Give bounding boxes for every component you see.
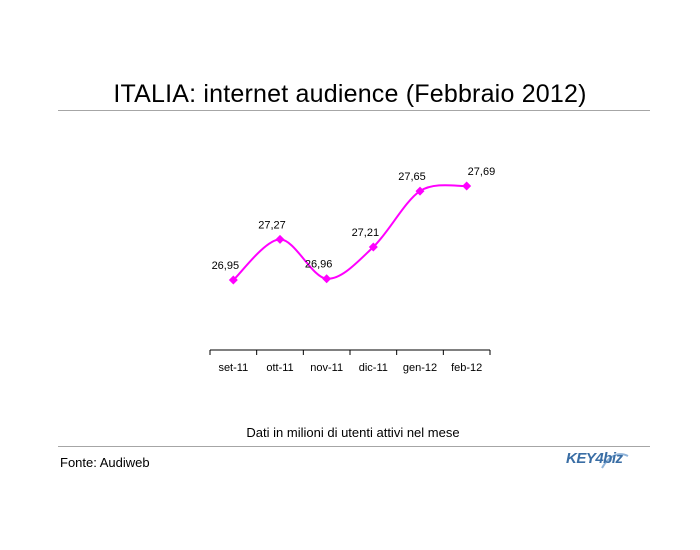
logo-swoosh-icon [601,453,629,469]
line-chart: 26,95 27,27 26,96 27,21 27,65 27,69 set-11 ott… [209,166,496,374]
data-point [322,274,332,284]
data-point [228,275,238,285]
x-tick-label: set-11 [218,362,248,374]
source-text: Fonte: Audiweb [60,455,150,470]
x-tick-labels: set-11 ott-11 nov-11 dic-11 gen-12 feb-12 [218,362,482,374]
data-point [275,234,285,244]
logo-mark [601,453,629,469]
key4biz-logo: KEY4biz [566,450,646,477]
data-label: 27,69 [468,166,496,178]
data-label: 27,27 [258,219,286,231]
data-label: 27,21 [352,227,380,239]
series-line [232,184,467,281]
data-label: 26,95 [212,260,240,272]
data-label: 26,96 [305,259,333,271]
data-labels: 26,95 27,27 26,96 27,21 27,65 27,69 [212,166,496,272]
data-point [368,242,378,252]
data-point [462,181,472,191]
data-label: 27,65 [398,171,426,183]
x-tick-label: dic-11 [359,362,388,374]
x-tick-label: nov-11 [310,362,343,374]
x-tick-label: feb-12 [451,362,482,374]
data-point [415,186,425,196]
logo-text: KEY4biz [566,450,623,467]
footer-divider [58,446,650,447]
x-tick-label: ott-11 [266,362,293,374]
x-axis [209,349,491,355]
title-divider [58,110,650,111]
x-tick-label: gen-12 [403,362,437,374]
chart-title: ITALIA: internet audience (Febbraio 2012… [113,80,587,108]
chart-note: Dati in milioni di utenti attivi nel mes… [246,425,460,440]
data-points [228,181,472,285]
